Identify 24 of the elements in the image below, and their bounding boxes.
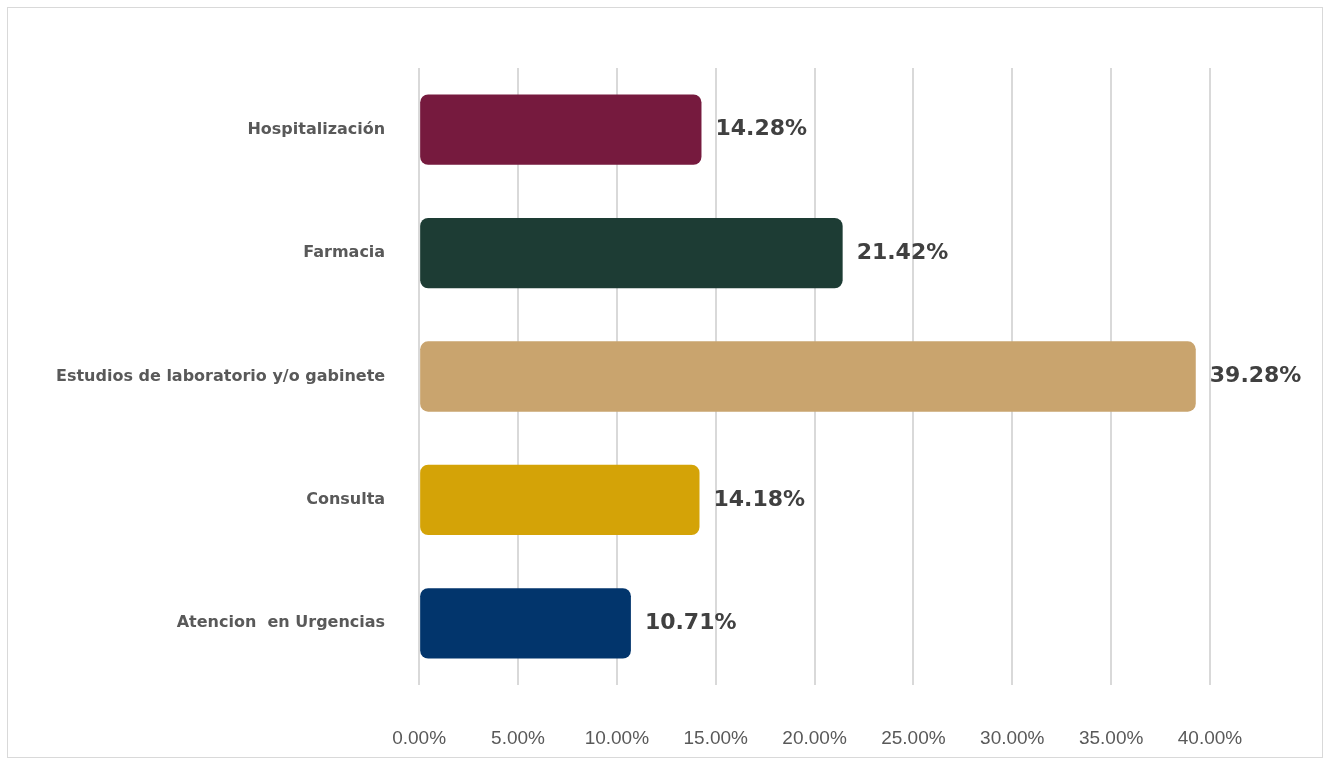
data-label: 10.71% <box>644 609 737 635</box>
data-label: 14.28% <box>715 115 808 141</box>
bar <box>420 94 702 165</box>
y-tick-label: Estudios de laboratorio y/o gabinete <box>55 365 386 385</box>
x-tick-label: 15.00% <box>683 726 749 748</box>
data-label: 14.18% <box>713 485 806 511</box>
x-tick-label: 30.00% <box>980 726 1045 748</box>
x-tick-label: 25.00% <box>881 726 946 748</box>
data-label: 21.42% <box>856 238 949 264</box>
y-tick-label: Consulta <box>306 489 386 509</box>
y-tick-label: Atencion en Urgencias <box>176 612 386 632</box>
x-tick-label: 20.00% <box>782 726 847 748</box>
x-tick-label: 40.00% <box>1177 726 1243 748</box>
y-tick-label: Hospitalización <box>247 118 386 138</box>
x-tick-label: 35.00% <box>1078 726 1144 748</box>
x-tick-label: 10.00% <box>584 726 650 748</box>
data-label: 39.28% <box>1209 362 1302 388</box>
bar <box>420 217 843 289</box>
x-tick-label: 5.00% <box>491 726 546 748</box>
y-tick-label: Farmacia <box>303 242 386 262</box>
bar <box>420 341 1196 412</box>
bar <box>420 464 700 536</box>
bar <box>420 588 631 659</box>
x-tick-label: 0.00% <box>392 726 447 748</box>
